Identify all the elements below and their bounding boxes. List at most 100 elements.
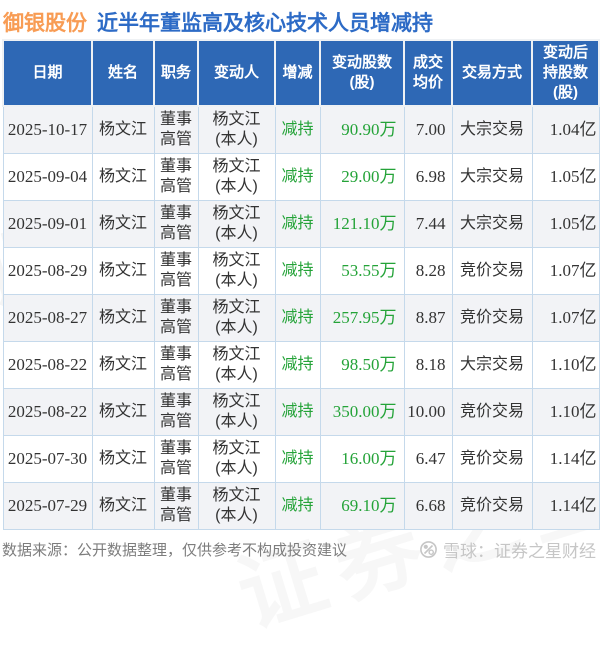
cell-date: 2025-08-27 [2, 293, 93, 342]
column-header-action: 增减 [274, 39, 321, 107]
cell-shares: 90.90万 [319, 105, 405, 154]
column-header-price: 成交 均价 [403, 39, 453, 107]
cell-name: 杨文江 [91, 246, 155, 295]
cell-method: 大宗交易 [451, 199, 533, 248]
cell-price: 7.44 [403, 199, 453, 248]
cell-person: 杨文江 (本人) [197, 105, 276, 154]
table-row: 2025-07-30 杨文江 董事 高管 杨文江 (本人) 减持 16.00万 6.47 竞价… [2, 434, 600, 483]
brand-credit: 雪球：证券之星财经 [419, 537, 598, 562]
cell-name: 杨文江 [91, 481, 155, 530]
table-header-row: 日期 姓名 职务 变动人 增减 变动股数 (股) 成交 均价 交易方式 变动后 … [2, 39, 600, 107]
cell-price: 7.00 [403, 105, 453, 154]
cell-price: 8.87 [403, 293, 453, 342]
column-header-position: 职务 [153, 39, 199, 107]
cell-price: 8.18 [403, 340, 453, 389]
cell-price: 10.00 [403, 387, 453, 436]
cell-person: 杨文江 (本人) [197, 340, 276, 389]
cell-after: 1.14亿 [531, 434, 600, 483]
cell-person: 杨文江 (本人) [197, 387, 276, 436]
cell-date: 2025-07-30 [2, 434, 93, 483]
table-row: 2025-08-22 杨文江 董事 高管 杨文江 (本人) 减持 350.00万 10.00… [2, 387, 600, 436]
column-header-after: 变动后 持股数 (股) [531, 39, 600, 107]
cell-shares: 350.00万 [319, 387, 405, 436]
cell-method: 大宗交易 [451, 105, 533, 154]
cell-person: 杨文江 (本人) [197, 246, 276, 295]
cell-action: 减持 [274, 152, 321, 201]
cell-action: 减持 [274, 246, 321, 295]
cell-position: 董事 高管 [153, 105, 199, 154]
cell-shares: 53.55万 [319, 246, 405, 295]
table-row: 2025-09-01 杨文江 董事 高管 杨文江 (本人) 减持 121.10万 7.44 大… [2, 199, 600, 248]
cell-position: 董事 高管 [153, 387, 199, 436]
table-row: 2025-10-17 杨文江 董事 高管 杨文江 (本人) 减持 90.90万 7.00 大宗… [2, 105, 600, 154]
cell-shares: 257.95万 [319, 293, 405, 342]
cell-date: 2025-09-01 [2, 199, 93, 248]
cell-method: 竞价交易 [451, 387, 533, 436]
cell-name: 杨文江 [91, 199, 155, 248]
column-header-name: 姓名 [91, 39, 155, 107]
cell-person: 杨文江 (本人) [197, 152, 276, 201]
brand-text: 雪球：证券之星财经 [443, 541, 596, 561]
cell-name: 杨文江 [91, 340, 155, 389]
cell-date: 2025-08-29 [2, 246, 93, 295]
holdings-change-table: 日期 姓名 职务 变动人 增减 变动股数 (股) 成交 均价 交易方式 变动后 … [2, 39, 600, 530]
cell-method: 竞价交易 [451, 246, 533, 295]
data-source-note: 数据来源：公开数据整理，仅供参考不构成投资建议 [2, 541, 348, 559]
cell-action: 减持 [274, 434, 321, 483]
column-header-method: 交易方式 [451, 39, 533, 107]
cell-after: 1.05亿 [531, 199, 600, 248]
xueqiu-logo-icon [419, 540, 438, 559]
cell-name: 杨文江 [91, 105, 155, 154]
cell-action: 减持 [274, 481, 321, 530]
cell-after: 1.10亿 [531, 340, 600, 389]
cell-position: 董事 高管 [153, 152, 199, 201]
cell-action: 减持 [274, 293, 321, 342]
cell-position: 董事 高管 [153, 199, 199, 248]
cell-position: 董事 高管 [153, 434, 199, 483]
cell-name: 杨文江 [91, 152, 155, 201]
cell-after: 1.07亿 [531, 246, 600, 295]
table-body: 2025-10-17 杨文江 董事 高管 杨文江 (本人) 减持 90.90万 7.00 大宗… [2, 105, 600, 530]
cell-after: 1.07亿 [531, 293, 600, 342]
table-row: 2025-09-04 杨文江 董事 高管 杨文江 (本人) 减持 29.00万 6.98 大宗… [2, 152, 600, 201]
table-row: 2025-08-22 杨文江 董事 高管 杨文江 (本人) 减持 98.50万 8.18 大宗… [2, 340, 600, 389]
page-title: 御银股份 近半年董监高及核心技术人员增减持 [0, 0, 600, 37]
cell-action: 减持 [274, 199, 321, 248]
cell-date: 2025-07-29 [2, 481, 93, 530]
cell-position: 董事 高管 [153, 246, 199, 295]
cell-after: 1.05亿 [531, 152, 600, 201]
cell-method: 竞价交易 [451, 481, 533, 530]
cell-shares: 121.10万 [319, 199, 405, 248]
cell-date: 2025-08-22 [2, 340, 93, 389]
table-row: 2025-08-29 杨文江 董事 高管 杨文江 (本人) 减持 53.55万 8.28 竞价… [2, 246, 600, 295]
title-text: 近半年董监高及核心技术人员增减持 [97, 12, 433, 35]
cell-person: 杨文江 (本人) [197, 199, 276, 248]
cell-name: 杨文江 [91, 387, 155, 436]
cell-after: 1.14亿 [531, 481, 600, 530]
cell-after: 1.04亿 [531, 105, 600, 154]
column-header-person: 变动人 [197, 39, 276, 107]
cell-price: 6.98 [403, 152, 453, 201]
cell-shares: 16.00万 [319, 434, 405, 483]
cell-method: 竞价交易 [451, 434, 533, 483]
column-header-date: 日期 [2, 39, 93, 107]
cell-method: 大宗交易 [451, 152, 533, 201]
footer: 数据来源：公开数据整理，仅供参考不构成投资建议 雪球：证券之星财经 [0, 537, 600, 562]
cell-person: 杨文江 (本人) [197, 293, 276, 342]
cell-action: 减持 [274, 105, 321, 154]
cell-name: 杨文江 [91, 293, 155, 342]
cell-method: 大宗交易 [451, 340, 533, 389]
cell-action: 减持 [274, 387, 321, 436]
column-header-shares: 变动股数 (股) [319, 39, 405, 107]
table-row: 2025-08-27 杨文江 董事 高管 杨文江 (本人) 减持 257.95万 8.87 竞… [2, 293, 600, 342]
cell-date: 2025-10-17 [2, 105, 93, 154]
cell-action: 减持 [274, 340, 321, 389]
cell-shares: 29.00万 [319, 152, 405, 201]
cell-position: 董事 高管 [153, 340, 199, 389]
cell-after: 1.10亿 [531, 387, 600, 436]
cell-position: 董事 高管 [153, 481, 199, 530]
cell-shares: 69.10万 [319, 481, 405, 530]
cell-method: 竞价交易 [451, 293, 533, 342]
cell-position: 董事 高管 [153, 293, 199, 342]
cell-price: 6.68 [403, 481, 453, 530]
